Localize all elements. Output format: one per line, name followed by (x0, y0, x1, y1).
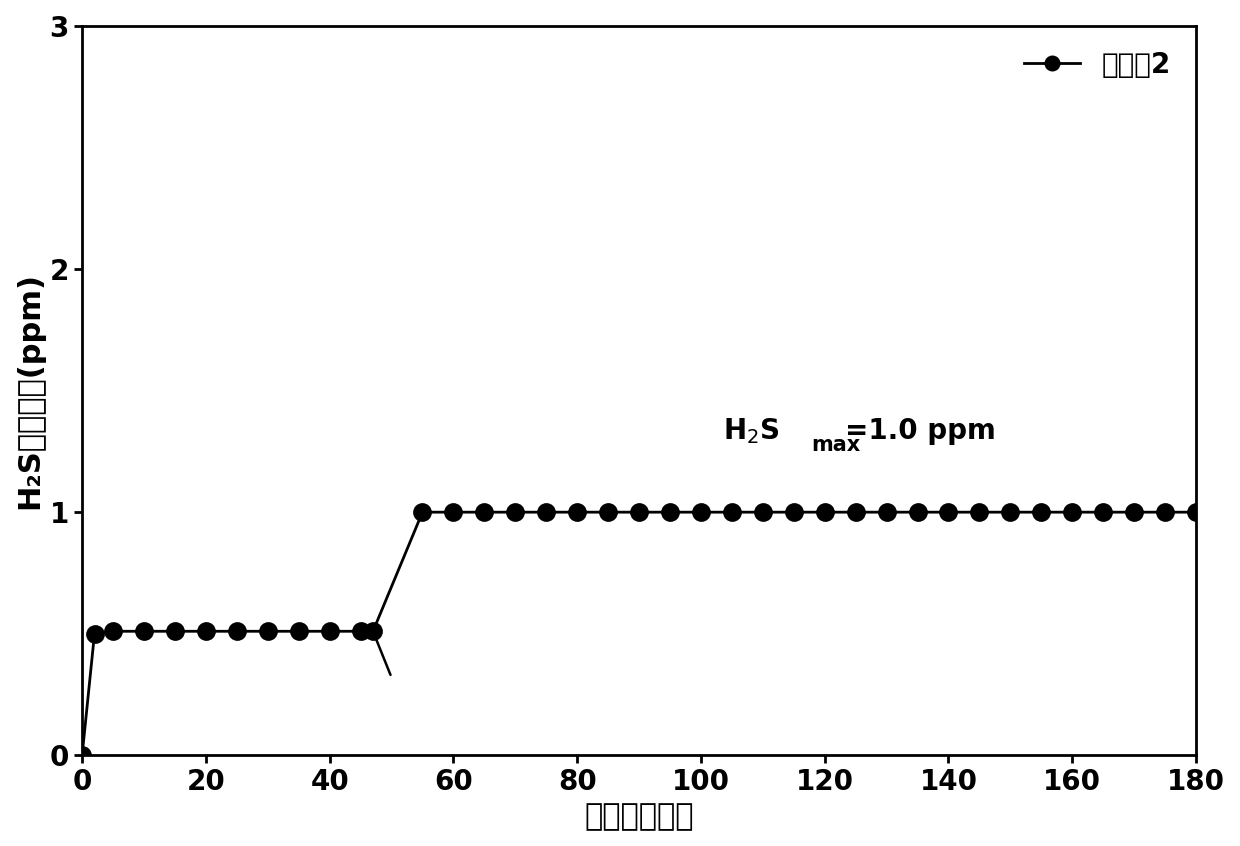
实施例2 (1034, 507, 1049, 517)
实施例2 (322, 626, 337, 636)
实施例2 (1158, 507, 1173, 517)
实施例2 (910, 507, 925, 517)
实施例2 (229, 626, 244, 636)
实施例2 (446, 507, 461, 517)
实施例2 (136, 626, 151, 636)
Text: =1.0 ppm: =1.0 ppm (846, 417, 996, 445)
实施例2 (508, 507, 523, 517)
实施例2 (662, 507, 677, 517)
实施例2 (693, 507, 708, 517)
实施例2 (353, 626, 368, 636)
实施例2 (755, 507, 770, 517)
Text: H$_2$S: H$_2$S (723, 416, 779, 446)
实施例2 (848, 507, 863, 517)
实施例2 (105, 626, 120, 636)
实施例2 (1189, 507, 1204, 517)
Line: 实施例2: 实施例2 (74, 504, 1204, 764)
实施例2 (477, 507, 492, 517)
实施例2 (260, 626, 275, 636)
实施例2 (198, 626, 213, 636)
实施例2 (1065, 507, 1080, 517)
X-axis label: 时间（分钟）: 时间（分钟） (584, 802, 694, 831)
实施例2 (786, 507, 801, 517)
实施例2 (366, 626, 381, 636)
实施例2 (87, 629, 102, 639)
实施例2 (724, 507, 739, 517)
实施例2 (539, 507, 554, 517)
实施例2 (167, 626, 182, 636)
Legend: 实施例2: 实施例2 (1013, 40, 1182, 91)
实施例2 (600, 507, 615, 517)
Y-axis label: H₂S气体含量(ppm): H₂S气体含量(ppm) (15, 272, 43, 509)
实施例2 (1096, 507, 1111, 517)
实施例2 (415, 507, 430, 517)
实施例2 (879, 507, 894, 517)
实施例2 (1127, 507, 1142, 517)
实施例2 (631, 507, 646, 517)
实施例2 (817, 507, 832, 517)
实施例2 (74, 750, 89, 761)
实施例2 (569, 507, 584, 517)
实施例2 (972, 507, 987, 517)
实施例2 (291, 626, 306, 636)
实施例2 (1003, 507, 1018, 517)
实施例2 (941, 507, 956, 517)
Text: max: max (812, 436, 861, 455)
